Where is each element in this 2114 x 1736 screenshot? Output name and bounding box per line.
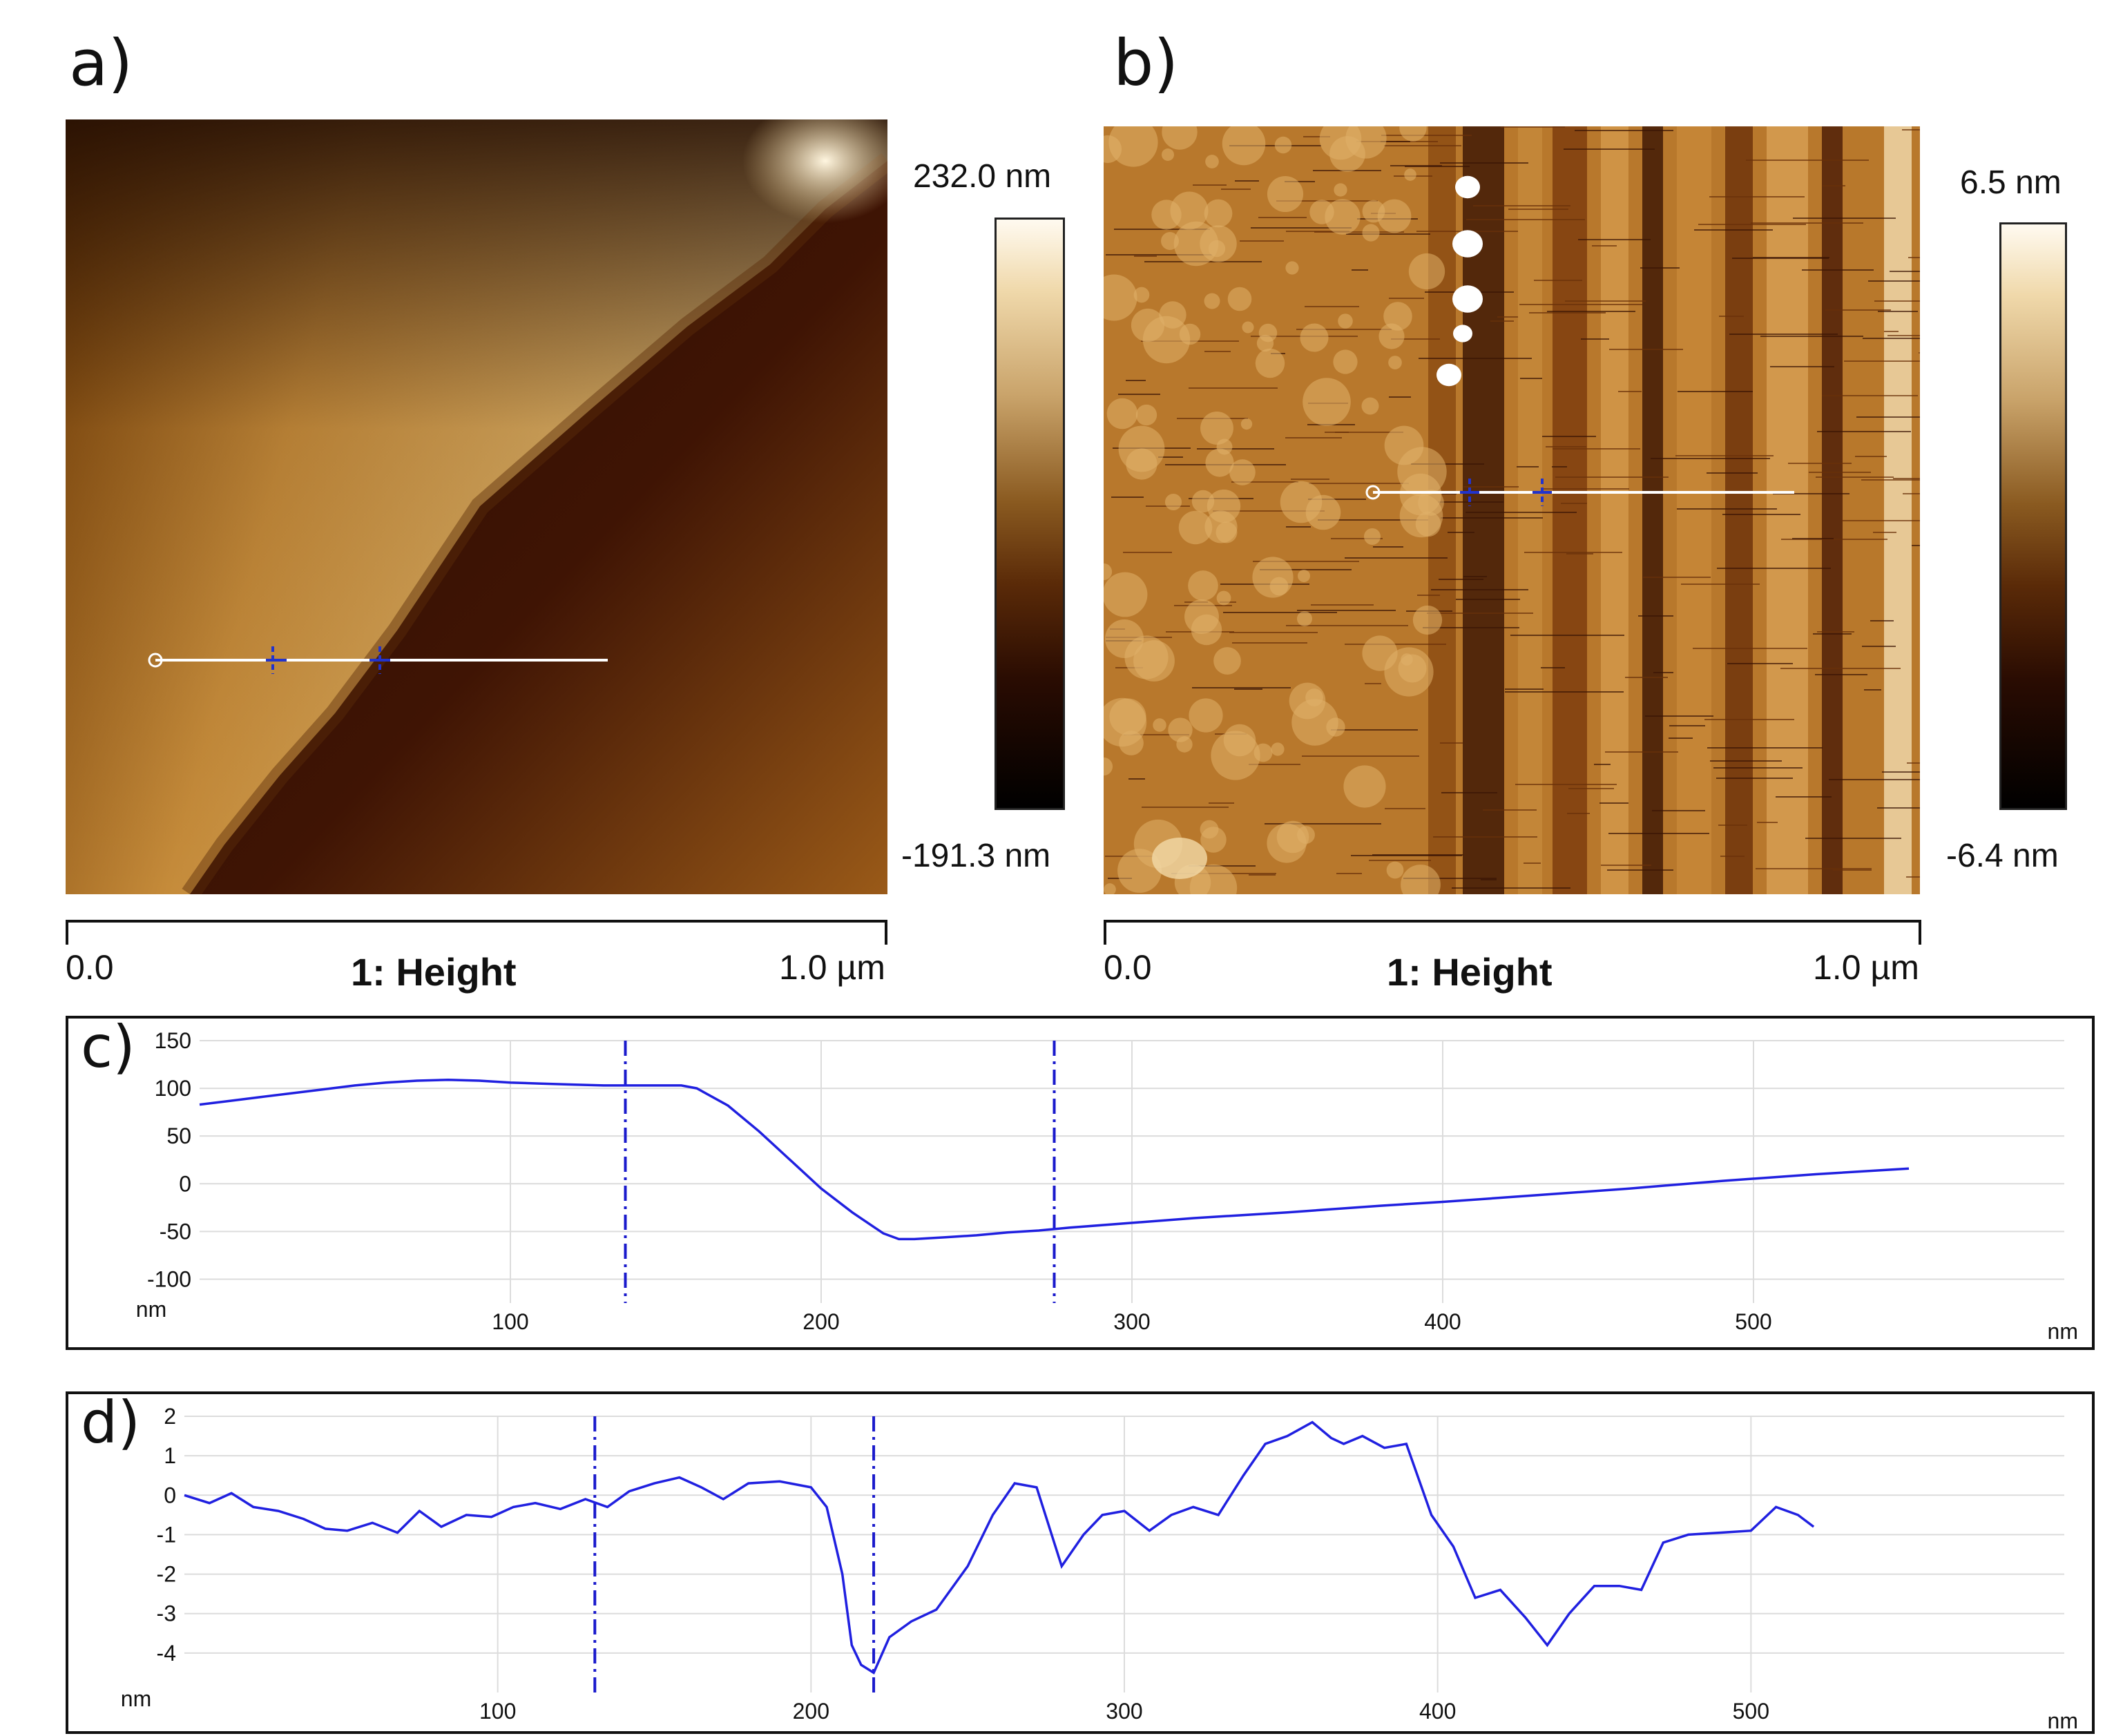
x-tick-label: 400 <box>1419 1699 1456 1724</box>
scalebar-a <box>66 920 887 945</box>
x-axis-label: nm <box>2048 1708 2078 1731</box>
scalebar-a-end: 1.0 µm <box>779 948 885 987</box>
scalebar-a-start: 0.0 <box>66 948 114 987</box>
scalebar-b-title: 1: Height <box>1387 950 1553 994</box>
grid <box>184 1416 2064 1692</box>
x-tick-label: 100 <box>492 1309 528 1334</box>
x-tick-label: 500 <box>1733 1699 1769 1724</box>
y-tick-label: 1 <box>164 1443 176 1468</box>
y-tick-label: 150 <box>155 1028 191 1053</box>
y-tick-label: 50 <box>166 1123 191 1148</box>
colorbar-b <box>1999 222 2067 810</box>
colorbar-b-max: 6.5 nm <box>1960 164 2062 201</box>
profile-chart-c: c) 100 200 300 400 500 150 100 50 0 -50 -100 nm nm <box>66 1013 2095 1350</box>
x-tick-label: 200 <box>793 1699 829 1724</box>
scalebar-b <box>1104 920 1921 945</box>
scalebar-b-start: 0.0 <box>1104 948 1152 987</box>
scalebar-a-title: 1: Height <box>351 950 517 994</box>
x-tick-label: 300 <box>1113 1309 1150 1334</box>
profile-line <box>199 1078 1910 1241</box>
y-tick-label: 0 <box>164 1483 176 1507</box>
y-tick-label: -2 <box>157 1562 176 1587</box>
colorbar-b-min: -6.4 nm <box>1946 838 2059 874</box>
y-tick-label: 0 <box>179 1171 191 1196</box>
y-tick-label: -50 <box>160 1219 191 1244</box>
x-tick-label: 500 <box>1735 1309 1771 1334</box>
y-tick-label: -4 <box>157 1641 176 1666</box>
profile-chart-d: d) 100 200 300 400 500 2 1 0 -1 -2 -3 -4 nm nm <box>66 1389 2095 1734</box>
y-tick-label: 100 <box>155 1076 191 1101</box>
grid <box>200 1040 2064 1303</box>
y-tick-label: -1 <box>157 1522 176 1547</box>
panel-label-b: b) <box>1113 26 1179 100</box>
panel-label-c: c) <box>81 1013 135 1081</box>
y-tick-label: 2 <box>164 1404 176 1429</box>
y-axis-label: nm <box>121 1686 151 1711</box>
x-tick-label: 100 <box>479 1699 516 1724</box>
panel-label-d: d) <box>81 1389 141 1456</box>
y-tick-label: -3 <box>157 1601 176 1626</box>
colorbar-a-min: -191.3 nm <box>901 838 1051 874</box>
afm-image-a <box>66 119 887 894</box>
x-tick-label: 200 <box>803 1309 839 1334</box>
colorbar-a <box>994 218 1065 810</box>
scalebar-b-end: 1.0 µm <box>1813 948 1919 987</box>
x-tick-label: 300 <box>1106 1699 1142 1724</box>
y-axis-label: nm <box>136 1297 166 1322</box>
profile-line <box>184 1420 1815 1675</box>
x-tick-label: 400 <box>1424 1309 1461 1334</box>
colorbar-a-max: 232.0 nm <box>913 158 1052 195</box>
y-tick-label: -100 <box>147 1266 191 1291</box>
x-axis-label: nm <box>2048 1319 2078 1344</box>
panel-label-a: a) <box>69 26 133 100</box>
afm-image-b <box>1104 126 1920 894</box>
